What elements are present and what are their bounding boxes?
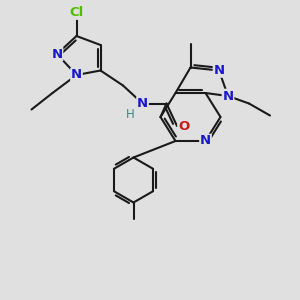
Text: N: N <box>71 68 82 82</box>
Text: N: N <box>200 134 211 148</box>
Text: O: O <box>178 119 189 133</box>
Text: Cl: Cl <box>69 6 84 19</box>
Text: N: N <box>51 47 63 61</box>
Text: H: H <box>126 107 135 121</box>
Text: N: N <box>137 97 148 110</box>
Text: N: N <box>213 64 225 77</box>
Text: N: N <box>222 89 234 103</box>
